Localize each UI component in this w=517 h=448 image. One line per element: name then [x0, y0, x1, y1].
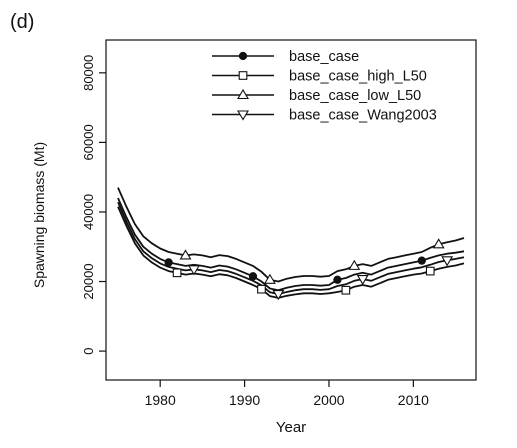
- data-point-base_case: [248, 272, 258, 281]
- data-point-base_case_low_L50: [348, 259, 361, 270]
- data-point-base_case_Wang2003: [187, 265, 200, 276]
- data-point-base_case_high_L50: [172, 268, 182, 278]
- legend-marker: [237, 110, 249, 121]
- legend-label: base_case_low_L50: [289, 88, 421, 104]
- x-tick-label: 2010: [398, 392, 429, 408]
- data-point-base_case_low_L50: [263, 273, 276, 284]
- data-point-base_case: [417, 256, 426, 265]
- x-axis-label: Year: [276, 419, 306, 436]
- data-point-base_case_high_L50: [425, 266, 435, 276]
- legend-marker: [238, 71, 248, 80]
- data-point-base_case_Wang2003: [441, 256, 454, 267]
- x-tick-label: 1990: [229, 392, 260, 408]
- data-point-base_case_Wang2003: [356, 275, 369, 286]
- data-point-base_case_Wang2003: [272, 289, 285, 301]
- data-point-base_case: [164, 258, 173, 267]
- legend-label: base_case_Wang2003: [289, 108, 437, 124]
- legend-label: base_case: [289, 49, 359, 65]
- x-tick-label: 1980: [145, 392, 176, 408]
- series-line-base_case_low_L50: [117, 187, 465, 283]
- axes: 0 20000 40000 60000 80000 1980 1990 2000 2010: [81, 39, 477, 408]
- y-tick-label: 60000: [81, 124, 96, 160]
- y-tick-label: 80000: [81, 55, 96, 91]
- series-line-base_case: [117, 197, 465, 292]
- data-point-base_case_low_L50: [432, 238, 445, 249]
- y-tick-label: 0: [81, 347, 96, 354]
- legend-marker: [237, 88, 249, 100]
- y-tick-label: 40000: [81, 194, 96, 230]
- x-tick-label: 2000: [313, 392, 344, 408]
- marker-layer: [164, 238, 454, 301]
- legend-marker: [238, 51, 248, 61]
- data-point-base_case_high_L50: [341, 285, 351, 295]
- panel-label: (d): [10, 11, 34, 33]
- plot-frame: [105, 39, 477, 381]
- y-tick-label: 20000: [81, 263, 96, 299]
- series-line-base_case_Wang2003: [117, 201, 465, 295]
- data-point-base_case_low_L50: [179, 249, 192, 260]
- data-point-base_case: [333, 275, 342, 284]
- y-axis-label: Spawning biomass (Mt): [31, 142, 47, 288]
- legend-label: base_case_high_L50: [289, 69, 427, 85]
- series-layer: [117, 187, 465, 299]
- legend: base_case base_case_high_L50 base_case_low…: [212, 49, 437, 124]
- data-point-base_case_high_L50: [257, 284, 266, 294]
